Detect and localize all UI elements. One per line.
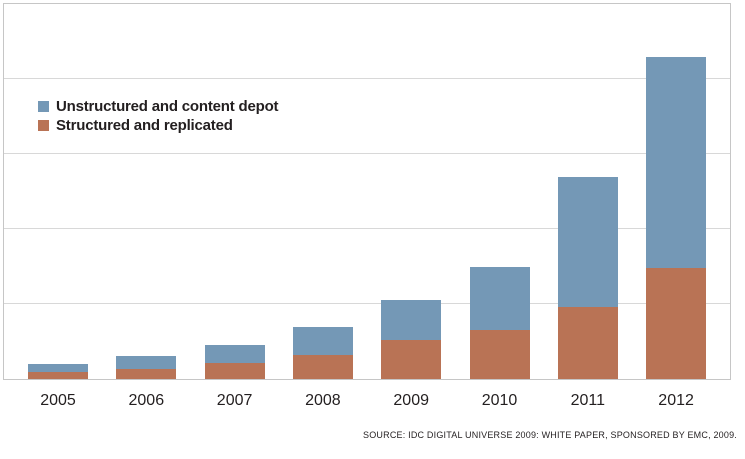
bar-segment-unstructured-2007 bbox=[204, 345, 265, 364]
bar-segment-structured-2011 bbox=[557, 307, 618, 379]
bar-segment-unstructured-2010 bbox=[469, 267, 530, 331]
bar-segment-structured-2012 bbox=[646, 268, 707, 379]
plot-area bbox=[3, 3, 731, 380]
bar-segment-structured-2005 bbox=[28, 372, 88, 379]
legend-label-structured: Structured and replicated bbox=[56, 117, 233, 134]
x-axis-label-2009: 2009 bbox=[393, 392, 429, 409]
x-axis-label-2007: 2007 bbox=[216, 392, 253, 409]
legend: Unstructured and content depot Structure… bbox=[38, 97, 279, 135]
bar-segment-structured-2007 bbox=[204, 363, 265, 379]
bar-2006 bbox=[116, 355, 177, 379]
x-axis-label-2006: 2006 bbox=[128, 392, 165, 409]
bar-segment-structured-2009 bbox=[381, 340, 442, 379]
y-gridline bbox=[4, 153, 730, 154]
x-axis-label-2012: 2012 bbox=[658, 392, 694, 409]
bar-2011 bbox=[557, 177, 618, 379]
bar-2009 bbox=[381, 299, 442, 379]
y-gridline bbox=[4, 78, 730, 79]
bar-segment-structured-2010 bbox=[469, 330, 530, 379]
bar-2012 bbox=[646, 56, 707, 379]
legend-item-structured: Structured and replicated bbox=[38, 116, 278, 135]
y-gridline bbox=[4, 228, 730, 229]
x-axis-label-2011: 2011 bbox=[570, 392, 605, 409]
bar-segment-unstructured-2005 bbox=[28, 364, 88, 373]
bar-segment-unstructured-2008 bbox=[292, 327, 353, 355]
bar-segment-structured-2006 bbox=[116, 369, 177, 379]
legend-swatch-structured-icon bbox=[38, 120, 49, 131]
legend-swatch-unstructured-icon bbox=[38, 101, 49, 112]
bar-segment-unstructured-2012 bbox=[646, 56, 707, 268]
x-axis-label-2005: 2005 bbox=[40, 392, 76, 409]
legend-label-unstructured: Unstructured and content depot bbox=[56, 98, 279, 115]
bar-2010 bbox=[469, 267, 530, 379]
bar-segment-structured-2008 bbox=[292, 355, 353, 379]
x-axis-label-2010: 2010 bbox=[481, 392, 518, 409]
bar-2005 bbox=[28, 364, 88, 379]
bar-2007 bbox=[204, 345, 265, 379]
bar-segment-unstructured-2009 bbox=[381, 299, 442, 340]
bar-2008 bbox=[292, 327, 353, 379]
bar-segment-unstructured-2006 bbox=[116, 355, 177, 370]
bar-segment-unstructured-2011 bbox=[557, 177, 618, 307]
legend-item-unstructured: Unstructured and content depot bbox=[38, 97, 279, 116]
source-note: SOURCE: IDC DIGITAL UNIVERSE 2009: WHITE… bbox=[363, 430, 737, 440]
x-axis-label-2008: 2008 bbox=[305, 392, 341, 409]
y-gridline bbox=[4, 303, 730, 304]
